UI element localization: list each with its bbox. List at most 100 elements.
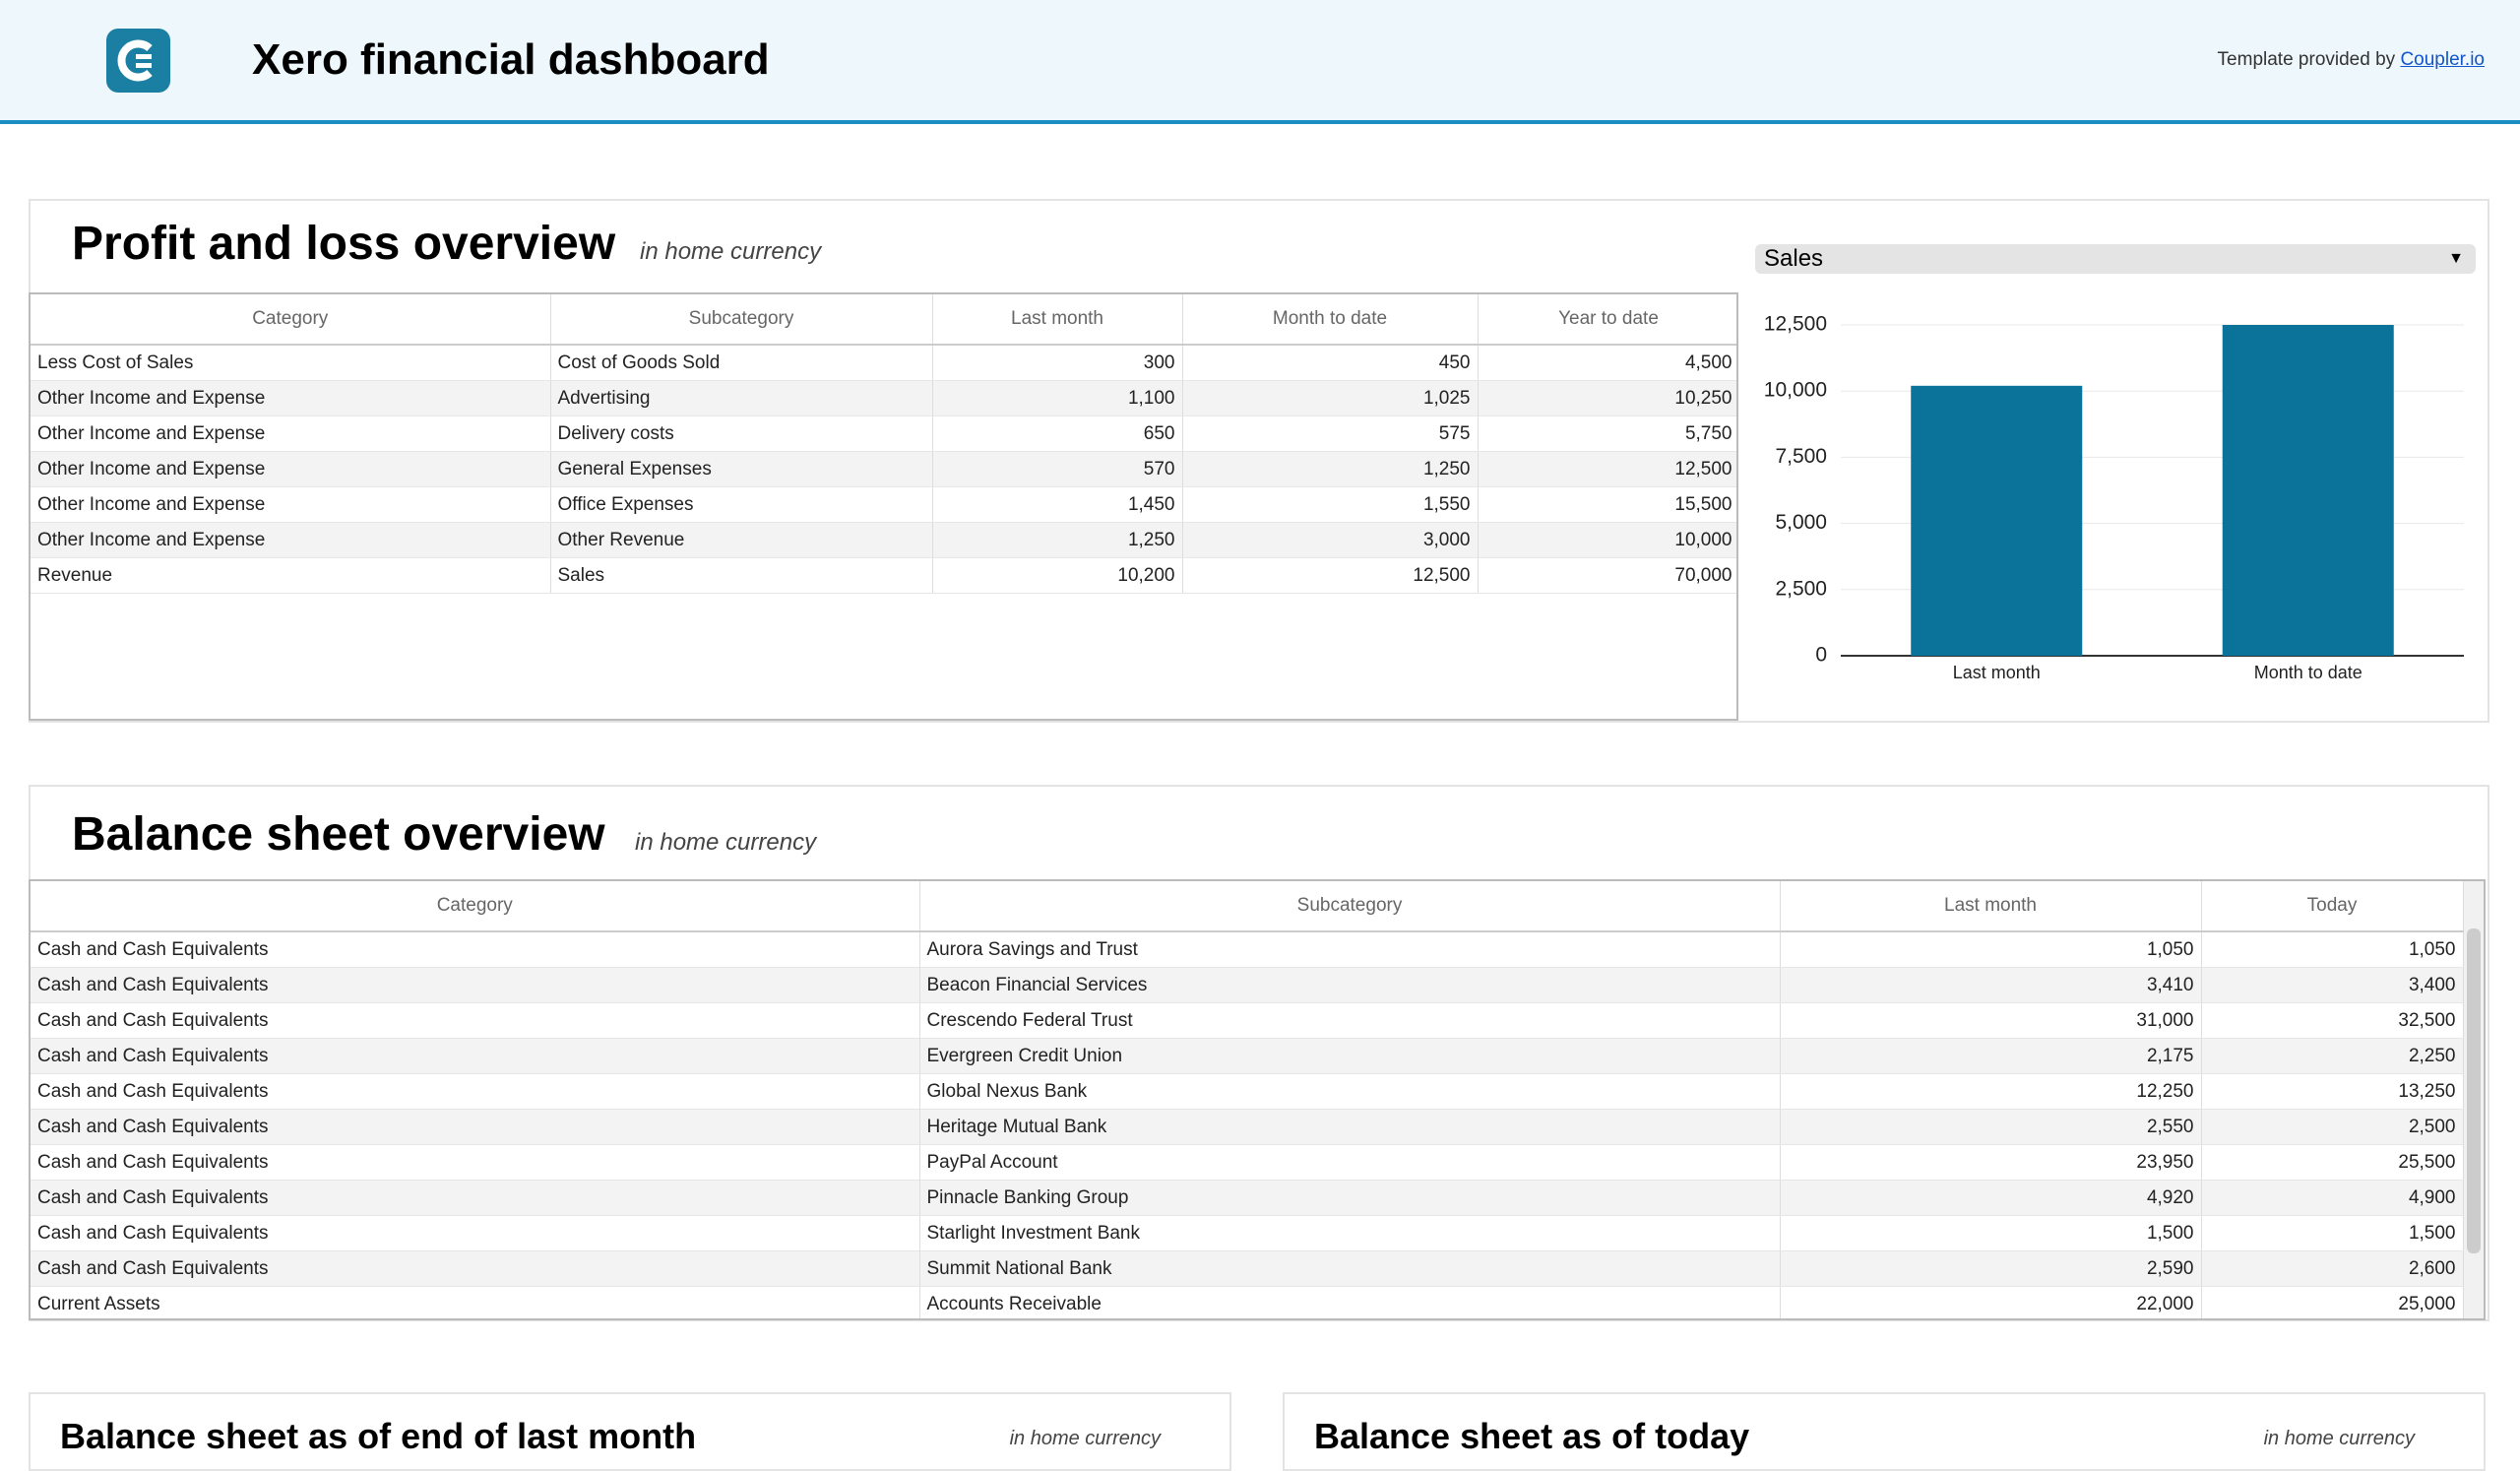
cell: 1,050 (1780, 931, 2202, 968)
cell: Cash and Cash Equivalents (31, 1250, 920, 1287)
cell: 570 (932, 451, 1183, 487)
row: Other Income and Expense Office Expenses 1… (31, 486, 1736, 523)
bar (1911, 385, 2083, 656)
row: Cash and Cash Equivalents Crescendo Feder… (31, 1002, 2464, 1039)
cell: 2,590 (1780, 1250, 2202, 1287)
cell: Pinnacle Banking Group (919, 1180, 1781, 1216)
column-header: Category (31, 881, 920, 932)
bar (2222, 325, 2394, 656)
column-header: Year to date (1478, 294, 1736, 346)
cell: Cash and Cash Equivalents (31, 1144, 920, 1181)
cell: Cost of Goods Sold (550, 345, 933, 381)
cell: Heritage Mutual Bank (919, 1109, 1781, 1145)
cell: 23,950 (1780, 1144, 2202, 1181)
row: Revenue Sales 10,200 12,500 70,000 (31, 557, 1736, 594)
cell: 10,250 (1478, 380, 1736, 416)
cell: 650 (932, 416, 1183, 452)
cell: Cash and Cash Equivalents (31, 1180, 920, 1216)
cell: Current Assets (31, 1286, 920, 1318)
column-header: Month to date (1182, 294, 1479, 346)
cell: 1,100 (932, 380, 1183, 416)
cell: 70,000 (1478, 557, 1736, 594)
row: Other Income and Expense Delivery costs 65… (31, 416, 1736, 452)
cell: 5,750 (1478, 416, 1736, 452)
row: Cash and Cash Equivalents Heritage Mutual… (31, 1109, 2464, 1145)
cell: Less Cost of Sales (31, 345, 551, 381)
cell: 15,500 (1478, 486, 1736, 523)
row: Less Cost of Sales Cost of Goods Sold 300 4… (31, 345, 1736, 381)
dropdown-arrow: ▼ (2448, 250, 2464, 267)
y-tick-label: 0 (1815, 644, 1827, 667)
column-header: Last month (1780, 881, 2202, 932)
cell: Beacon Financial Services (919, 967, 1781, 1003)
bs-table-box: Category Subcategory Last month Today Cash a… (29, 879, 2486, 1320)
row: Cash and Cash Equivalents Global Nexus Ba… (31, 1073, 2464, 1110)
section-subtitle: in home currency (640, 238, 822, 265)
y-tick-label: 7,500 (1775, 445, 1827, 468)
cell: 12,500 (1182, 557, 1479, 594)
cell: Sales (550, 557, 933, 594)
dropdown-value: Sales (1764, 245, 1824, 272)
bs-table: Category Subcategory Last month Today Cash a… (31, 881, 2464, 1318)
cell: 2,250 (2201, 1038, 2464, 1074)
cell: 4,900 (2201, 1180, 2464, 1216)
cell: 1,050 (2201, 931, 2464, 968)
header-row: Category Subcategory Last month Month to da… (31, 294, 1736, 346)
cell: 2,550 (1780, 1109, 2202, 1145)
row: Other Income and Expense Advertising 1,100… (31, 380, 1736, 416)
section-title: Profit and loss overview (72, 218, 616, 270)
scrollbar[interactable] (2464, 881, 2484, 1318)
x-tick-label: Last month (1953, 663, 2041, 682)
cell: 13,250 (2201, 1073, 2464, 1110)
cell: Revenue (31, 557, 551, 594)
row: Cash and Cash Equivalents Aurora Savings … (31, 931, 2464, 968)
header-row: Category Subcategory Last month Today (31, 881, 2464, 932)
cell: Cash and Cash Equivalents (31, 1215, 920, 1251)
x-tick-label: Month to date (2254, 663, 2362, 682)
column-header: Subcategory (919, 881, 1781, 932)
scroll-thumb[interactable] (2467, 928, 2481, 1253)
y-tick-label: 2,500 (1775, 577, 1827, 600)
card-title: Balance sheet as of end of last month (60, 1416, 697, 1456)
cell: 2,500 (2201, 1109, 2464, 1145)
column-header: Subcategory (550, 294, 933, 346)
cell: 300 (932, 345, 1183, 381)
dropdown[interactable]: Sales ▼ (1755, 244, 2476, 274)
y-tick-label: 12,500 (1764, 313, 1827, 336)
header: Xero financial dashboard Template provid… (0, 0, 2520, 124)
row: Other Income and Expense Other Revenue 1,2… (31, 522, 1736, 558)
cell: 10,200 (932, 557, 1183, 594)
cell: Cash and Cash Equivalents (31, 1073, 920, 1110)
cell: 1,500 (1780, 1215, 2202, 1251)
cell: 3,000 (1182, 522, 1479, 558)
logo-mark (117, 39, 153, 82)
row: Current Assets Accounts Receivable 22,000 2… (31, 1286, 2464, 1318)
credit-link[interactable]: Coupler.io (2400, 49, 2485, 70)
card: Balance sheet as of today in home curren… (1283, 1392, 2486, 1471)
cell: Cash and Cash Equivalents (31, 1109, 920, 1145)
card-subtitle: in home currency (2263, 1428, 2415, 1449)
cell: 2,600 (2201, 1250, 2464, 1287)
card-title: Balance sheet as of today (1314, 1416, 1750, 1456)
cell: 22,000 (1780, 1286, 2202, 1318)
column-header: Last month (932, 294, 1183, 346)
cell: 32,500 (2201, 1002, 2464, 1039)
cell: Cash and Cash Equivalents (31, 967, 920, 1003)
y-tick-label: 5,000 (1775, 511, 1827, 534)
cell: Other Income and Expense (31, 416, 551, 452)
cell: Accounts Receivable (919, 1286, 1781, 1318)
cell: Other Revenue (550, 522, 933, 558)
cell: 25,000 (2201, 1286, 2464, 1318)
cell: Other Income and Expense (31, 522, 551, 558)
column-header: Category (31, 294, 551, 346)
cell: Office Expenses (550, 486, 933, 523)
credit-text: Template provided by (2217, 49, 2396, 70)
row: Other Income and Expense General Expenses… (31, 451, 1736, 487)
cell: Crescendo Federal Trust (919, 1002, 1781, 1039)
row: Cash and Cash Equivalents Starlight Inves… (31, 1215, 2464, 1251)
cell: 4,500 (1478, 345, 1736, 381)
cell: Cash and Cash Equivalents (31, 1002, 920, 1039)
cell: Delivery costs (550, 416, 933, 452)
cell: 1,025 (1182, 380, 1479, 416)
cell: Other Income and Expense (31, 380, 551, 416)
